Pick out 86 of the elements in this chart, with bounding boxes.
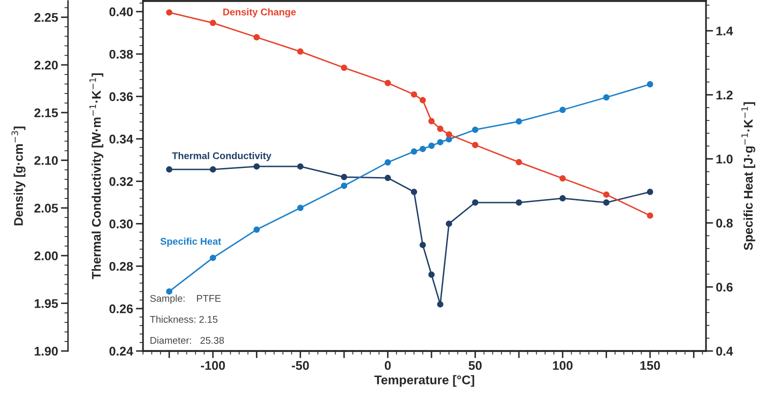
point [428, 272, 435, 278]
x-tick-label: 100 [552, 361, 573, 370]
annotation: Thickness: 2.15 [150, 316, 218, 323]
point [516, 199, 522, 206]
point [420, 242, 426, 248]
point [384, 80, 391, 86]
y-axis-title: Thermal Conductivity [W·m$^{−1}$·K$^{−1}$] [90, 73, 104, 280]
point [516, 159, 522, 166]
point [340, 64, 348, 71]
y-tick-label: 0.24 [109, 346, 134, 356]
x-axis-title: Temperature [°C] [374, 375, 474, 387]
point [646, 212, 654, 219]
point [437, 139, 444, 146]
y-tick-label: 0.28 [109, 262, 133, 271]
point [603, 199, 610, 206]
point [254, 226, 260, 233]
annotation: Sample: PTFE [150, 294, 221, 304]
annotation: Diameter: 25.38 [150, 336, 224, 344]
y2-tick-label: 1.4 [716, 26, 734, 36]
point [166, 166, 172, 173]
series-label: Density Change [223, 8, 296, 18]
point [437, 301, 444, 308]
point [410, 188, 418, 196]
y2-tick-label: 0.6 [716, 282, 733, 292]
y-tick-label: 0.26 [109, 304, 133, 314]
y3-tick-label: 2.00 [34, 251, 58, 260]
y2-tick-label: 0.8 [716, 218, 733, 228]
series-label: Specific Heat [160, 238, 222, 247]
y2-axis-title: Specific Heat [J·g$^{−1}$·K$^{−1}$] [741, 102, 756, 250]
point [472, 199, 478, 206]
y3-tick-label: 1.95 [34, 299, 58, 308]
point [446, 220, 452, 227]
point [420, 146, 426, 152]
point [340, 182, 348, 189]
x-tick-label: 150 [640, 361, 660, 370]
point [516, 118, 522, 125]
y-tick-label: 0.30 [109, 220, 133, 228]
x-tick-label: -50 [292, 361, 309, 370]
y-tick-label: 0.40 [109, 7, 133, 16]
point [210, 166, 216, 173]
point [560, 175, 566, 182]
point [603, 94, 610, 101]
x-tick-label: 50 [468, 361, 482, 370]
point [603, 191, 610, 198]
point [166, 9, 172, 16]
y2-tick-label: 1.2 [716, 90, 733, 100]
y3-tick-label: 2.10 [34, 156, 58, 165]
point [410, 91, 418, 98]
x-tick-label: 0 [384, 361, 391, 370]
y-tick-label: 0.36 [109, 92, 133, 102]
y3-tick-label: 2.20 [34, 60, 58, 70]
y2-tick-label: 0.4 [716, 346, 734, 356]
point [472, 126, 478, 133]
point [340, 174, 348, 180]
y3-tick-label: 2.25 [34, 13, 58, 22]
point [472, 142, 478, 148]
y3-tick-label: 2.05 [34, 204, 58, 213]
point [297, 204, 304, 211]
point [560, 106, 566, 113]
point [646, 81, 654, 88]
point [254, 34, 260, 40]
point [210, 254, 216, 261]
point [437, 126, 444, 132]
y3-tick-label: 2.15 [34, 108, 58, 118]
x-tick-label: -100 [200, 361, 225, 370]
point [428, 142, 435, 149]
y-tick-label: 0.34 [109, 134, 134, 144]
point [446, 131, 452, 138]
point [297, 163, 304, 170]
y3-tick-label: 1.90 [34, 346, 58, 356]
point [254, 163, 260, 170]
point [210, 20, 216, 26]
y3-axis-title: Density [g·cm$^{−3}$] [11, 126, 26, 226]
point [560, 195, 566, 202]
y-tick-label: 0.32 [109, 177, 133, 186]
point [420, 97, 426, 104]
series-label: Thermal Conductivity [172, 152, 272, 162]
point [410, 148, 418, 155]
point [384, 159, 391, 166]
point [384, 174, 391, 182]
point [428, 118, 435, 124]
y-tick-label: 0.38 [109, 50, 133, 59]
y2-tick-label: 1.0 [716, 154, 733, 164]
point [166, 288, 172, 295]
point [297, 48, 304, 55]
point [646, 188, 654, 196]
